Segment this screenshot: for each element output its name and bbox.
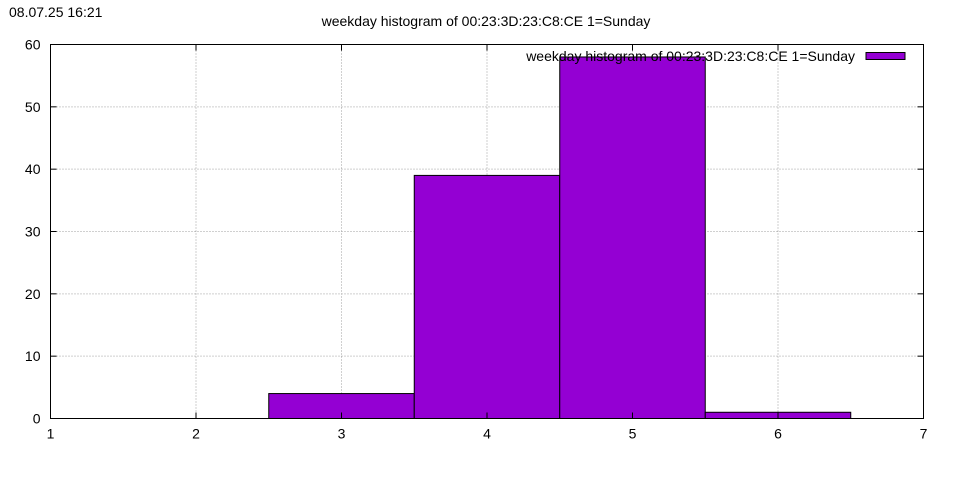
legend-label: weekday histogram of 00:23:3D:23:C8:CE 1… [525,48,855,64]
bars [268,56,852,420]
x-tick-label: 1 [47,426,55,442]
chart-title: weekday histogram of 00:23:3D:23:C8:CE 1… [321,13,651,29]
histogram-bar [413,174,561,419]
histogram-bar [559,56,706,419]
x-tick-label: 6 [774,426,782,442]
x-tick-label: 3 [338,426,346,442]
y-tick-label: 60 [25,37,41,53]
y-tick-label: 30 [25,224,41,240]
legend-swatch [865,52,906,60]
timestamp: 08.07.25 16:21 [9,4,103,20]
y-tick-label: 20 [25,286,41,302]
y-tick-label: 10 [25,348,41,364]
y-tick-label: 40 [25,161,41,177]
x-tick-label: 5 [629,426,637,442]
legend: weekday histogram of 00:23:3D:23:C8:CE 1… [525,48,906,64]
axis-ticks: 1 2 3 4 5 6 7 0 10 20 30 40 50 60 [25,37,928,442]
x-tick-label: 4 [483,426,491,442]
y-tick-label: 0 [33,411,41,427]
x-tick-label: 7 [920,426,928,442]
x-tick-label: 2 [192,426,200,442]
y-tick-label: 50 [25,99,41,115]
